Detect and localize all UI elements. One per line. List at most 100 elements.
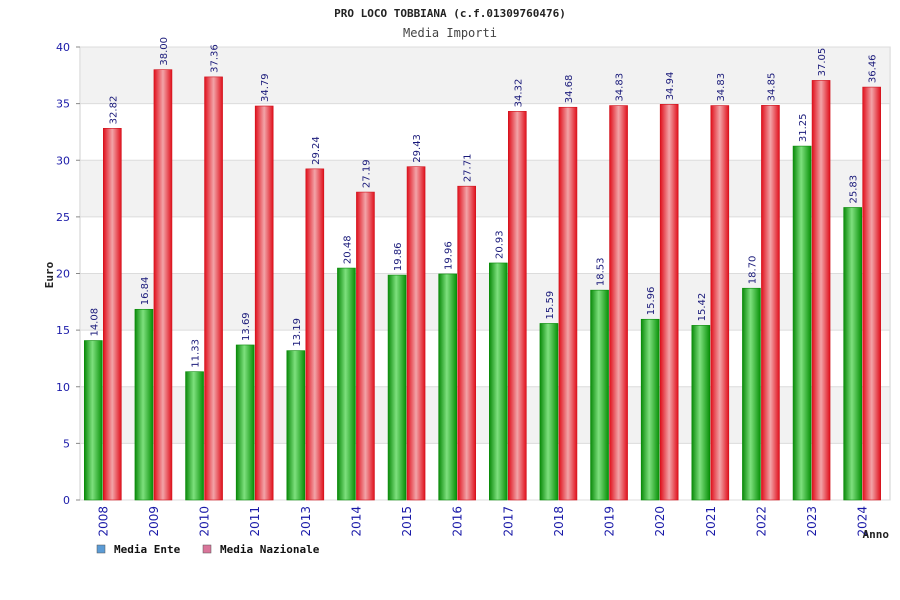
bar-media-nazionale-2024 [862,86,881,501]
bar-media-nazionale-2013 [305,168,325,501]
data-label: 18.70 [747,256,758,285]
data-label: 13.19 [292,318,303,347]
y-tick-label: 15 [56,324,70,337]
data-label: 15.59 [545,291,556,320]
bar-media-nazionale-2014 [356,191,375,501]
data-label: 32.82 [108,96,119,125]
bar-media-ente-2020 [640,318,660,501]
x-tick-label: 2024 [856,506,870,537]
data-label: 14.08 [89,308,100,337]
bar-media-ente-2022 [742,287,761,501]
data-label: 34.32 [513,79,524,108]
x-tick-label: 2015 [400,506,414,537]
data-label: 27.71 [463,154,474,183]
y-tick-label: 40 [56,41,70,54]
bar-media-nazionale-2015 [406,166,426,501]
data-label: 31.25 [798,113,809,142]
legend-swatch-media-ente [96,544,106,554]
y-axis-ticks: 0 5 10 15 20 25 30 35 40 [56,41,80,507]
y-tick-label: 25 [56,211,70,224]
y-tick-label: 30 [56,154,70,167]
data-label: 15.96 [646,287,657,316]
x-tick-label: 2022 [754,506,768,537]
bar-media-ente-2016 [438,273,457,501]
y-axis-label: Euro [43,261,56,288]
data-label: 27.19 [361,159,372,188]
legend-label-media-nazionale: Media Nazionale [220,543,320,556]
data-label: 29.24 [311,136,322,165]
data-label: 13.69 [241,312,252,341]
legend-swatch-media-nazionale [202,544,212,554]
data-label: 34.68 [564,75,575,104]
bar-media-nazionale-2017 [508,111,527,501]
data-label: 34.83 [716,73,727,102]
bar-media-nazionale-2016 [457,185,476,501]
data-labels: 14.08 32.82 16.84 38.00 11.33 37.36 13.69 34.79… [89,37,878,368]
data-label: 37.05 [817,48,828,77]
bar-media-nazionale-2021 [710,105,730,501]
data-label: 34.83 [615,73,626,102]
data-label: 25.83 [849,175,860,204]
legend-label-media-ente: Media Ente [114,543,181,556]
bar-media-ente-2018 [539,323,559,501]
data-label: 19.86 [393,242,404,271]
x-tick-label: 2010 [198,506,212,537]
bar-media-ente-2013 [286,350,306,501]
y-tick-label: 20 [56,268,70,281]
bar-media-nazionale-2020 [659,104,679,501]
bar-media-nazionale-2022 [761,105,780,501]
bar-media-nazionale-2018 [558,106,578,501]
x-tick-label: 2009 [147,506,161,537]
bars [84,69,881,501]
bar-media-ente-2011 [235,344,255,501]
data-label: 20.48 [342,235,353,264]
data-label: 11.33 [191,339,202,368]
bar-media-ente-2015 [387,274,407,501]
data-label: 34.85 [766,73,777,102]
data-label: 38.00 [159,37,170,66]
bar-media-nazionale-2009 [153,69,173,501]
data-label: 19.96 [444,241,455,270]
y-tick-label: 5 [63,437,70,450]
data-label: 37.36 [210,44,221,73]
x-tick-label: 2016 [451,506,465,537]
bar-media-nazionale-2008 [103,128,122,501]
bar-media-ente-2021 [691,325,711,501]
x-tick-label: 2008 [96,506,110,537]
bar-media-ente-2009 [134,308,154,501]
legend: Media Ente Media Nazionale [96,543,320,556]
data-label: 18.53 [596,258,607,287]
data-label: 34.94 [665,72,676,101]
x-tick-label: 2023 [805,506,819,537]
x-tick-label: 2011 [248,506,262,537]
bar-media-ente-2014 [337,267,356,501]
bar-media-ente-2008 [84,340,103,501]
y-tick-label: 35 [56,98,70,111]
bar-media-nazionale-2023 [811,80,831,501]
data-label: 20.93 [494,230,505,259]
data-label: 36.46 [868,54,879,83]
x-tick-label: 2019 [603,506,617,537]
x-tick-label: 2020 [653,506,667,537]
x-tick-label: 2014 [349,506,363,537]
bar-media-nazionale-2019 [609,105,628,501]
bar-media-ente-2010 [185,371,204,501]
bar-media-nazionale-2011 [254,105,274,501]
bar-media-ente-2019 [590,289,609,501]
bar-media-ente-2023 [792,145,812,501]
bar-media-ente-2024 [843,207,862,501]
y-tick-label: 10 [56,381,70,394]
chart-title: PRO LOCO TOBBIANA (c.f.01309760476) [334,7,566,20]
y-tick-label: 0 [63,494,70,507]
x-axis-label: Anno [863,528,890,541]
data-label: 29.43 [412,134,423,163]
data-label: 16.84 [140,277,151,306]
chart-subtitle: Media Importi [403,26,497,40]
bar-media-ente-2017 [489,262,508,501]
x-tick-label: 2017 [501,506,515,537]
bar-media-nazionale-2010 [204,76,223,501]
x-tick-label: 2018 [552,506,566,537]
data-label: 15.42 [697,293,708,322]
data-label: 34.79 [260,73,271,102]
